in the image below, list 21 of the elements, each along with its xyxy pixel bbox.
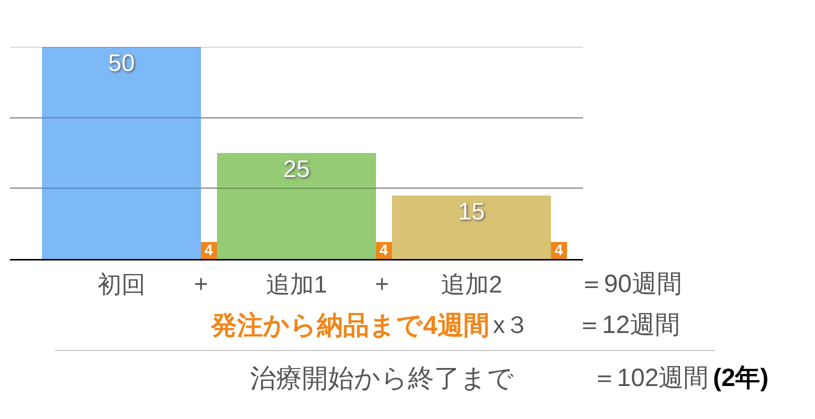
text: + [375, 271, 390, 298]
x-tick-label: 追加2 [440, 271, 502, 298]
text: 治療開始から終了まで [250, 363, 514, 393]
text: ＝90週間 [579, 270, 682, 298]
text: (2年) [713, 364, 769, 392]
data-label: 4 [204, 242, 214, 260]
data-label: 15 [458, 198, 485, 226]
x-tick-label: 追加1 [266, 271, 328, 298]
data-label: 50 [108, 50, 135, 77]
data-label: 25 [283, 156, 310, 183]
text: ＝12週間 [577, 311, 680, 339]
bar [392, 195, 551, 259]
text: 発注から納品まで4週間 [210, 310, 490, 340]
text: ＝102週間 [592, 364, 709, 392]
data-label: 4 [554, 242, 564, 260]
text: x３ [493, 312, 529, 339]
x-tick-label: 初回 [98, 271, 146, 298]
bar [217, 153, 376, 259]
data-label: 4 [380, 242, 388, 260]
text: + [194, 271, 208, 298]
bar [42, 47, 201, 259]
